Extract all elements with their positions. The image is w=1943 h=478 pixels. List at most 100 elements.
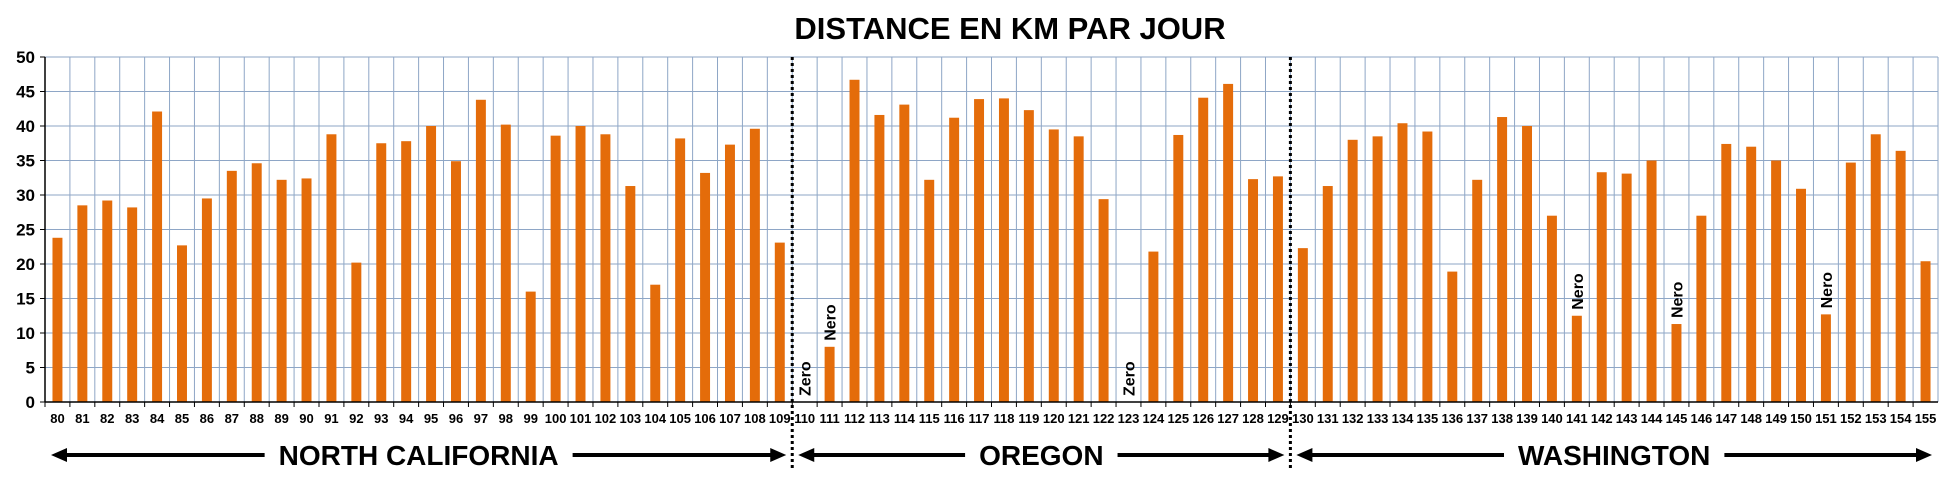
x-tick-label: 100 xyxy=(545,411,567,426)
x-tick-label: 154 xyxy=(1890,411,1912,426)
x-tick-label: 120 xyxy=(1043,411,1065,426)
x-tick-label: 121 xyxy=(1068,411,1090,426)
x-tick-label: 88 xyxy=(249,411,263,426)
x-tick-label: 142 xyxy=(1591,411,1613,426)
x-tick-label: 127 xyxy=(1217,411,1239,426)
y-axis-ticks: 0 5 10 15 20 25 30 35 40 45 50 xyxy=(16,48,35,412)
x-tick-label: 102 xyxy=(595,411,617,426)
bar xyxy=(152,111,163,402)
bar xyxy=(226,170,237,402)
x-tick-label: 91 xyxy=(324,411,338,426)
x-tick-label: 106 xyxy=(694,411,716,426)
x-tick-label: 116 xyxy=(944,411,965,426)
y-tick-label: 45 xyxy=(16,83,35,102)
x-tick-label: 93 xyxy=(374,411,388,426)
y-tick-label: 25 xyxy=(16,221,35,240)
bar xyxy=(102,200,113,402)
bar xyxy=(575,126,586,402)
x-tick-label: 118 xyxy=(993,411,1014,426)
x-tick-label: 86 xyxy=(200,411,214,426)
x-tick-label: 125 xyxy=(1167,411,1189,426)
x-tick-label: 144 xyxy=(1641,411,1663,426)
x-tick-label: 94 xyxy=(399,411,414,426)
bar xyxy=(1173,134,1184,402)
x-tick-label: 139 xyxy=(1516,411,1538,426)
bar xyxy=(1596,172,1607,402)
bar xyxy=(1073,136,1084,402)
bar xyxy=(1895,150,1906,402)
bar xyxy=(77,205,88,402)
x-tick-label: 101 xyxy=(570,411,592,426)
x-tick-label: 141 xyxy=(1566,411,1588,426)
x-tick-label: 130 xyxy=(1292,411,1314,426)
x-tick-label: 81 xyxy=(75,411,89,426)
chart-title: DISTANCE EN KM PAR JOUR xyxy=(794,11,1225,46)
bar xyxy=(1522,126,1533,402)
bar xyxy=(1746,146,1757,402)
bar xyxy=(1347,139,1358,403)
bar xyxy=(1497,117,1508,402)
annotation-label: Nero xyxy=(823,304,840,341)
x-tick-label: 146 xyxy=(1691,411,1713,426)
x-tick-label: 131 xyxy=(1317,411,1339,426)
x-tick-label: 113 xyxy=(869,411,890,426)
x-tick-label: 137 xyxy=(1466,411,1488,426)
x-tick-label: 109 xyxy=(769,411,791,426)
x-tick-label: 82 xyxy=(100,411,114,426)
bar xyxy=(1297,248,1308,402)
bar xyxy=(1646,160,1657,402)
y-tick-label: 0 xyxy=(26,393,35,412)
x-tick-label: 85 xyxy=(175,411,189,426)
x-tick-label: 153 xyxy=(1865,411,1887,426)
bar xyxy=(550,135,561,402)
x-tick-label: 112 xyxy=(844,411,865,426)
x-tick-label: 149 xyxy=(1765,411,1787,426)
bar xyxy=(974,99,985,402)
region-arrow-head-left xyxy=(1296,448,1313,462)
x-tick-label: 129 xyxy=(1267,411,1289,426)
region-label: WASHINGTON xyxy=(1518,440,1710,471)
x-tick-label: 111 xyxy=(819,411,839,426)
bar xyxy=(600,134,611,402)
y-tick-label: 5 xyxy=(26,359,35,378)
bar xyxy=(724,144,735,402)
x-tick-label: 92 xyxy=(349,411,363,426)
bar xyxy=(1223,83,1234,402)
x-tick-label: 143 xyxy=(1616,411,1638,426)
x-tick-label: 134 xyxy=(1392,411,1414,426)
bar xyxy=(1721,143,1732,402)
bar xyxy=(1845,162,1856,402)
bar xyxy=(201,198,212,402)
x-tick-label: 152 xyxy=(1840,411,1862,426)
y-tick-label: 15 xyxy=(16,290,35,309)
annotation-label: Nero xyxy=(1570,273,1587,310)
region-label: OREGON xyxy=(979,440,1103,471)
x-tick-label: 103 xyxy=(619,411,641,426)
x-tick-label: 124 xyxy=(1143,411,1165,426)
bar xyxy=(849,79,860,403)
y-tick-label: 35 xyxy=(16,152,35,171)
x-tick-label: 151 xyxy=(1815,411,1837,426)
y-tick-label: 10 xyxy=(16,324,35,343)
x-tick-label: 145 xyxy=(1666,411,1688,426)
bar xyxy=(774,242,785,402)
x-tick-label: 119 xyxy=(1018,411,1039,426)
bar xyxy=(1447,271,1458,402)
x-tick-label: 87 xyxy=(225,411,239,426)
x-tick-label: 89 xyxy=(274,411,288,426)
x-tick-label: 104 xyxy=(644,411,666,426)
x-tick-label: 128 xyxy=(1242,411,1264,426)
y-tick-label: 30 xyxy=(16,186,35,205)
x-tick-label: 133 xyxy=(1367,411,1389,426)
bar xyxy=(1048,129,1059,402)
annotation-label: Zero xyxy=(798,361,815,396)
bar xyxy=(1571,315,1582,402)
y-tick-label: 20 xyxy=(16,255,35,274)
bar xyxy=(700,172,711,402)
bar xyxy=(475,99,486,402)
bar xyxy=(326,134,337,402)
bar xyxy=(1148,251,1159,402)
bar xyxy=(924,179,935,402)
region-arrow-head-right xyxy=(1916,448,1932,462)
y-tick-label: 40 xyxy=(16,117,35,136)
